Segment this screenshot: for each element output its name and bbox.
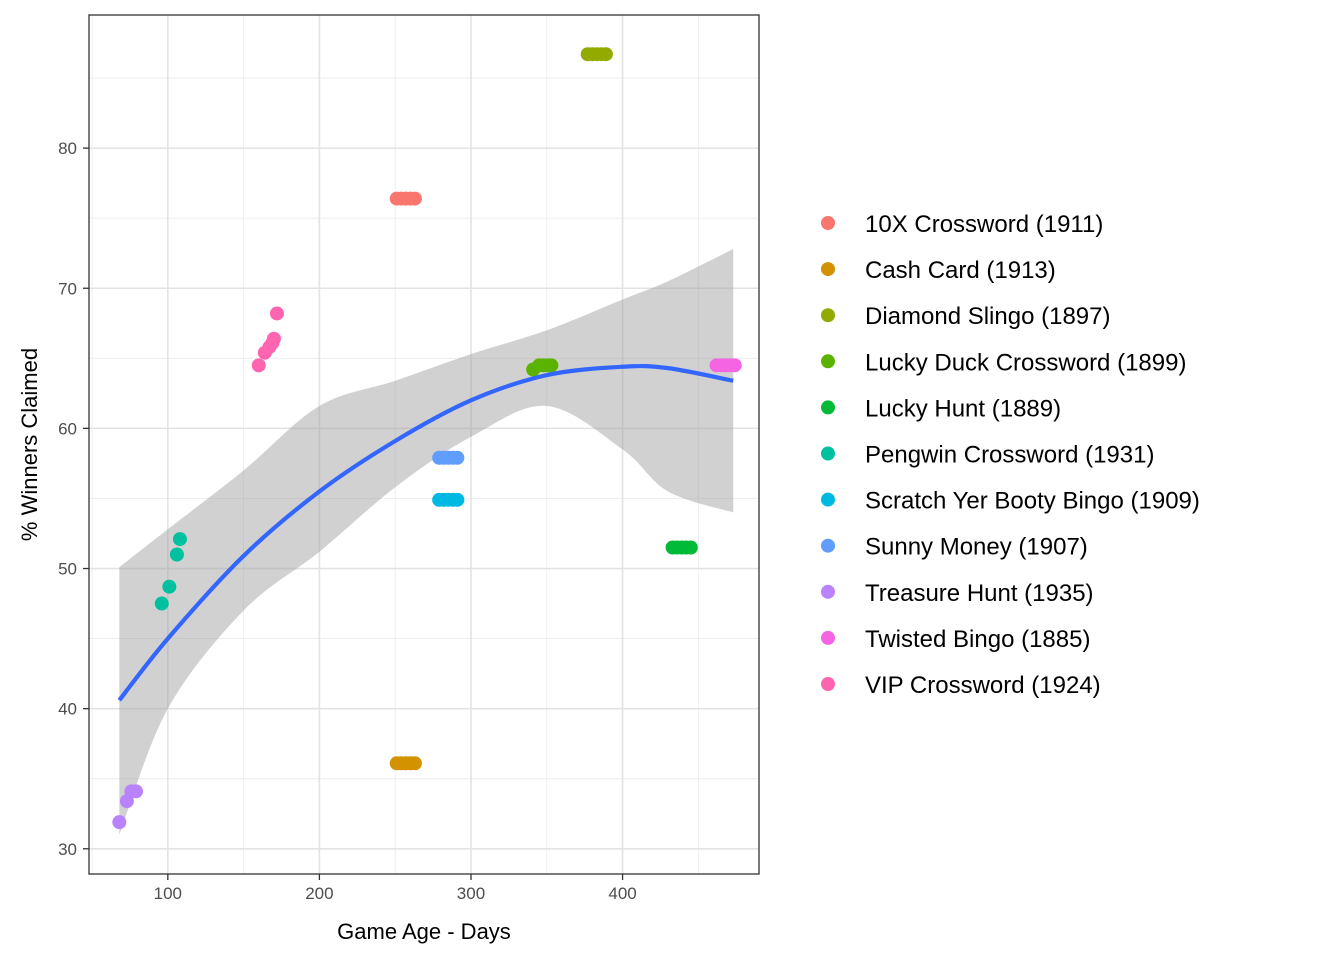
y-axis: 30 40 50 60 70 80 bbox=[58, 139, 89, 859]
data-point-series-10 bbox=[251, 358, 266, 373]
data-point-series-10 bbox=[269, 306, 284, 321]
y-tick-label: 80 bbox=[58, 139, 77, 158]
x-tick-label: 200 bbox=[305, 884, 333, 903]
legend-label-series-4: Lucky Hunt (1889) bbox=[865, 395, 1061, 422]
data-point-series-5 bbox=[169, 547, 184, 562]
legend-label-series-2: Diamond Slingo (1897) bbox=[865, 303, 1110, 330]
legend-key-series-1 bbox=[821, 262, 835, 277]
data-point-series-5 bbox=[154, 596, 169, 611]
y-axis-title: % Winners Claimed bbox=[17, 348, 42, 541]
data-point-series-0 bbox=[407, 191, 422, 206]
legend-key-series-7 bbox=[821, 538, 835, 553]
data-point-series-7 bbox=[450, 450, 465, 465]
trend-line-path bbox=[117, 363, 734, 702]
panel-background bbox=[89, 15, 759, 874]
legend-key-series-10 bbox=[821, 677, 835, 691]
legend: 10X Crossword (1911) Cash Card (1913) Diam… bbox=[821, 211, 1200, 699]
legend-label-series-8: Treasure Hunt (1935) bbox=[865, 580, 1094, 607]
confidence-band bbox=[119, 249, 734, 835]
y-tick-label: 40 bbox=[58, 700, 77, 719]
legend-label-series-3: Lucky Duck Crossword (1899) bbox=[865, 349, 1186, 376]
legend-label-series-0: 10X Crossword (1911) bbox=[865, 211, 1103, 238]
gridlines bbox=[89, 15, 759, 874]
data-point-series-1 bbox=[407, 756, 422, 771]
x-axis: 100 200 300 400 bbox=[154, 874, 637, 903]
x-tick-label: 400 bbox=[608, 884, 636, 903]
legend-label-series-9: Twisted Bingo (1885) bbox=[865, 626, 1090, 653]
data-point-series-3 bbox=[544, 358, 559, 373]
trend-line bbox=[117, 363, 734, 702]
legend-key-series-8 bbox=[821, 584, 835, 599]
x-tick-label: 300 bbox=[457, 884, 485, 903]
confidence-band-area bbox=[119, 249, 734, 835]
legend-key-series-9 bbox=[821, 630, 835, 645]
legend-key-series-4 bbox=[821, 400, 835, 415]
data-points bbox=[112, 47, 742, 830]
x-axis-title: Game Age - Days bbox=[337, 919, 511, 944]
data-point-series-5 bbox=[162, 579, 177, 594]
y-tick-label: 50 bbox=[58, 560, 77, 579]
legend-key-series-2 bbox=[821, 308, 835, 323]
data-point-series-6 bbox=[450, 492, 465, 507]
x-tick-label: 100 bbox=[154, 884, 182, 903]
legend-key-series-5 bbox=[821, 446, 835, 461]
legend-label-series-5: Pengwin Crossword (1931) bbox=[865, 442, 1154, 469]
legend-label-series-1: Cash Card (1913) bbox=[865, 257, 1056, 284]
data-point-series-8 bbox=[112, 815, 127, 830]
plot-area bbox=[88, 14, 760, 875]
data-point-series-2 bbox=[598, 47, 613, 62]
panel-border bbox=[88, 14, 760, 875]
legend-key-series-0 bbox=[821, 216, 835, 230]
legend-label-series-7: Sunny Money (1907) bbox=[865, 534, 1088, 561]
data-point-series-8 bbox=[128, 784, 143, 799]
y-tick-label: 60 bbox=[58, 419, 77, 438]
data-point-series-10 bbox=[266, 331, 281, 346]
legend-label-series-6: Scratch Yer Booty Bingo (1909) bbox=[865, 488, 1200, 515]
legend-label-series-10: VIP Crossword (1924) bbox=[865, 672, 1101, 699]
data-point-series-4 bbox=[683, 540, 698, 555]
y-tick-label: 70 bbox=[58, 279, 77, 298]
data-point-series-9 bbox=[727, 358, 742, 373]
legend-key-series-6 bbox=[821, 492, 835, 507]
data-point-series-5 bbox=[172, 532, 187, 547]
y-tick-label: 30 bbox=[58, 840, 77, 859]
legend-key-series-3 bbox=[821, 354, 835, 369]
